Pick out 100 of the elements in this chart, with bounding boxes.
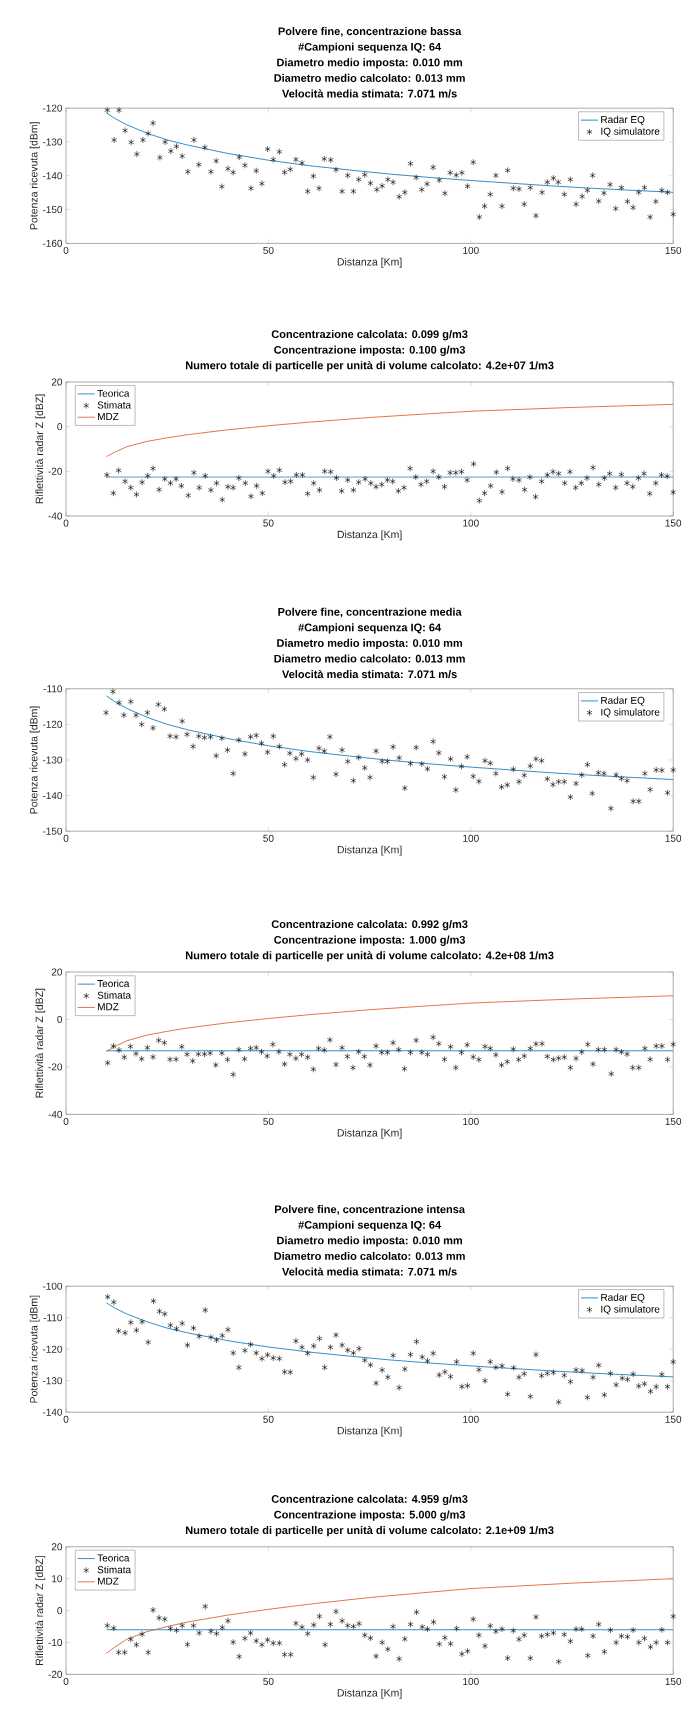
text: Polvere fine, concentrazione bassa: [278, 27, 462, 37]
x-tick-label: 0: [63, 519, 69, 527]
line-series: [106, 112, 674, 193]
text: Velocità media stimata: 7.071 m/s: [282, 669, 457, 679]
legend-label: IQ simulatore: [601, 1305, 660, 1315]
y-tick-label: -110: [43, 685, 63, 693]
x-tick-label: 50: [263, 519, 274, 527]
text: Concentrazione imposta: 0.100 g/m3: [274, 345, 466, 356]
y-axis-title: Riflettività radar Z [dBZ]: [35, 1556, 46, 1665]
x-tick-label: 50: [263, 834, 274, 842]
x-axis-title: Distanza [Km]: [337, 845, 402, 856]
x-axis-title: Distanza [Km]: [337, 530, 402, 541]
text: Velocità media stimata: 7.071 m/s: [282, 1267, 457, 1276]
text: Diametro medio calcolato: 0.013 mm: [274, 654, 465, 663]
x-tick-label: 150: [665, 519, 682, 527]
text: Diametro medio imposta: 0.010 mm: [277, 638, 463, 650]
text: Numero totale di particelle per unità di volume calcolato: 4.2e+08 1/m3: [185, 951, 554, 962]
y-tick-label: -140: [42, 172, 63, 180]
legend-label: Stimata: [97, 401, 132, 409]
text: Concentrazione calcolata: 0.992 g/m3: [271, 920, 468, 931]
text: Velocità media stimata: 7.071 m/s: [282, 89, 457, 98]
legend-label: Teorica: [97, 979, 130, 988]
x-tick-label: 0: [63, 1415, 69, 1423]
y-tick-label: -40: [48, 1110, 63, 1118]
y-tick-label: 10: [52, 1575, 63, 1583]
y-tick-label: -100: [42, 1282, 63, 1290]
x-tick-label: 0: [63, 1677, 69, 1686]
y-tick-label: -160: [42, 239, 63, 247]
text: Diametro medio imposta: 0.010 mm: [277, 58, 463, 69]
y-tick-label: -20: [48, 1670, 63, 1678]
text: Numero totale di particelle per unità di volume calcolato: 4.2e+07 1/m3: [185, 361, 554, 372]
y-tick-label: -130: [42, 1377, 63, 1385]
y-tick-label: 0: [57, 423, 63, 431]
x-tick-label: 50: [263, 1117, 274, 1125]
x-axis-title: Distanza [Km]: [337, 1688, 402, 1699]
text: Diametro medio calcolato: 0.013 mm: [274, 73, 465, 82]
y-tick-label: 20: [51, 378, 63, 386]
y-tick-label: -20: [48, 467, 63, 475]
y-tick-label: -140: [42, 792, 63, 800]
x-tick-label: 0: [63, 1117, 69, 1125]
x-tick-label: 150: [665, 1677, 682, 1686]
y-axis-title: Riflettività radar Z [dBZ]: [35, 394, 46, 504]
y-tick-label: 20: [51, 1543, 63, 1551]
y-tick-label: -120: [42, 720, 63, 728]
y-tick-label: -120: [42, 1345, 63, 1353]
text: Concentrazione imposta: 5.000 g/m3: [274, 1510, 466, 1521]
legend-label: IQ simulatore: [601, 708, 660, 718]
y-tick-label: -10: [48, 1638, 63, 1647]
x-tick-label: 0: [63, 834, 69, 842]
y-axis-title: Potenza ricevuta [dBm]: [29, 122, 40, 230]
text: #Campioni sequenza IQ: 64: [298, 42, 442, 53]
legend-label: Teorica: [97, 389, 130, 397]
x-tick-label: 100: [463, 1415, 479, 1423]
x-tick-label: 100: [463, 519, 479, 527]
x-tick-label: 50: [263, 1677, 274, 1686]
legend-label: MDZ: [98, 1003, 119, 1011]
x-tick-label: 100: [463, 834, 479, 842]
y-tick-label: -20: [48, 1063, 63, 1071]
legend-label: Stimata: [97, 991, 132, 999]
x-tick-label: 150: [665, 1415, 682, 1423]
y-tick-label: -110: [43, 1314, 63, 1322]
x-tick-label: 150: [665, 246, 682, 254]
text: Diametro medio imposta: 0.010 mm: [277, 1236, 463, 1247]
legend-label: Radar EQ: [601, 1293, 645, 1303]
text: Concentrazione calcolata: 4.959 g/m3: [271, 1494, 468, 1506]
text: Diametro medio calcolato: 0.013 mm: [274, 1251, 465, 1260]
y-tick-label: 0: [57, 1015, 63, 1023]
y-tick-label: -140: [42, 1408, 63, 1416]
x-tick-label: 0: [63, 246, 69, 254]
legend-label: Stimata: [97, 1565, 132, 1574]
x-tick-label: 50: [263, 246, 274, 254]
text: Concentrazione calcolata: 0.099 g/m3: [271, 330, 468, 341]
x-tick-label: 100: [463, 1677, 479, 1686]
x-tick-label: 150: [665, 1117, 682, 1125]
text: Numero totale di particelle per unità di volume calcolato: 2.1e+09 1/m3: [185, 1525, 554, 1537]
x-axis-title: Distanza [Km]: [337, 1128, 402, 1139]
x-tick-label: 100: [463, 246, 479, 254]
x-axis-title: Distanza [Km]: [337, 257, 402, 268]
legend-label: Teorica: [97, 1554, 130, 1562]
y-tick-label: -130: [42, 138, 63, 146]
y-tick-label: 0: [57, 1607, 63, 1615]
y-axis-title: Potenza ricevuta [dBm]: [29, 706, 40, 814]
legend-label: Radar EQ: [601, 115, 645, 125]
legend-label: MDZ: [98, 413, 119, 420]
x-tick-label: 150: [665, 834, 682, 842]
y-axis-title: Riflettività radar Z [dBZ]: [35, 988, 46, 1098]
y-tick-label: -150: [42, 827, 63, 835]
x-axis-title: Distanza [Km]: [337, 1426, 402, 1437]
text: #Campioni sequenza IQ: 64: [298, 1220, 442, 1231]
x-tick-label: 100: [463, 1117, 479, 1125]
legend-label: MDZ: [98, 1577, 119, 1585]
y-tick-label: -120: [42, 104, 63, 112]
legend-label: IQ simulatore: [601, 127, 660, 137]
y-tick-label: -150: [42, 206, 63, 214]
y-tick-label: -40: [48, 512, 63, 520]
text: #Campioni sequenza IQ: 64: [298, 623, 442, 634]
y-tick-label: 20: [51, 968, 63, 976]
x-tick-label: 50: [263, 1415, 274, 1423]
text: Polvere fine, concentrazione media: [278, 607, 462, 618]
y-axis-title: Potenza ricevuta [dBm]: [29, 1295, 40, 1403]
